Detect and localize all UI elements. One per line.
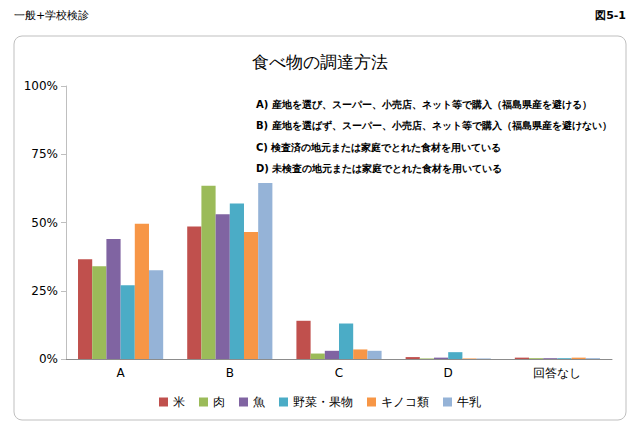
svg-text:D: D (444, 366, 453, 380)
svg-text:C) 検査済の地元または家庭でとれた食材を用いている: C) 検査済の地元または家庭でとれた食材を用いている (256, 142, 501, 153)
svg-text:キノコ類: キノコ類 (381, 395, 429, 409)
svg-text:25%: 25% (31, 284, 58, 298)
svg-text:75%: 75% (31, 147, 58, 161)
svg-text:米: 米 (173, 395, 185, 409)
svg-text:野菜・果物: 野菜・果物 (293, 395, 353, 409)
svg-text:図5-1: 図5-1 (595, 9, 626, 22)
svg-text:C: C (335, 366, 343, 380)
svg-text:牛乳: 牛乳 (457, 395, 481, 409)
svg-text:50%: 50% (31, 216, 58, 230)
svg-text:D) 未検査の地元または家庭でとれた食材を用いている: D) 未検査の地元または家庭でとれた食材を用いている (256, 163, 502, 174)
svg-text:B) 産地を選ばず、スーパー、小売店、ネット等で購入（福島県: B) 産地を選ばず、スーパー、小売店、ネット等で購入（福島県産を避けない） (256, 120, 612, 132)
svg-text:一般+学校検診: 一般+学校検診 (14, 9, 89, 22)
svg-text:肉: 肉 (213, 395, 225, 409)
svg-text:0%: 0% (39, 352, 58, 366)
svg-text:A: A (116, 366, 125, 380)
svg-text:B: B (226, 366, 234, 380)
svg-text:100%: 100% (24, 79, 58, 93)
svg-text:回答なし: 回答なし (533, 366, 581, 380)
svg-text:A) 産地を選び、スーパー、小売店、ネット等で購入（福島県産: A) 産地を選び、スーパー、小売店、ネット等で購入（福島県産を避ける） (256, 99, 592, 111)
svg-text:魚: 魚 (253, 395, 265, 409)
svg-text:食べ物の調達方法: 食べ物の調達方法 (252, 52, 388, 72)
